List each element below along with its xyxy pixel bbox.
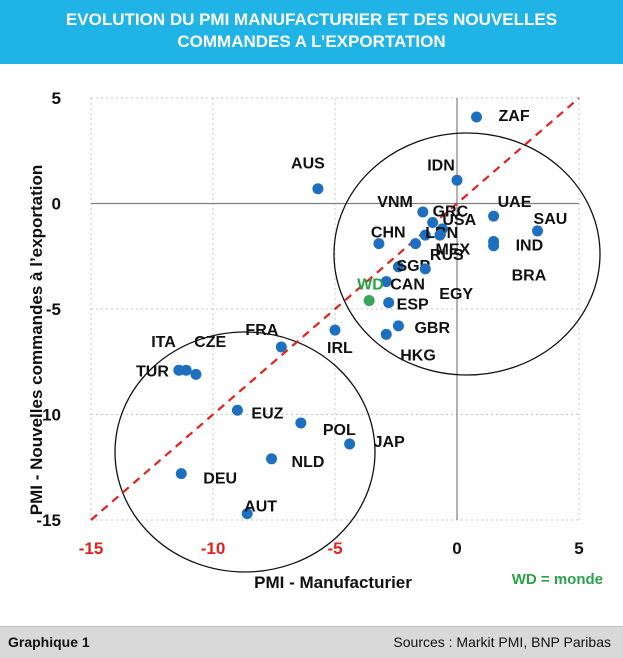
point-label-zaf: ZAF [499,108,530,125]
point-label-can: CAN [390,277,425,294]
point-label-ita: ITA [151,334,176,351]
point-label-bra: BRA [512,268,547,285]
point-gbr [392,320,404,332]
y-axis-label: PMI - Nouvelles commandes à l’exportatio… [27,165,46,515]
point-uae [488,210,500,222]
x-axis-label: PMI - Manufacturier [254,573,412,592]
cluster-circle-negative [114,331,376,573]
point-deu [175,468,187,480]
point-label-chn: CHN [371,225,406,242]
cluster-circles [114,132,601,573]
point-label-sau: SAU [534,211,568,228]
diagonal-reference-line [90,97,580,521]
point-label-jap: JAP [374,434,405,451]
point-mex [410,238,422,250]
point-label-mex: MEX [436,242,471,259]
point-idn [451,174,463,186]
point-irl [329,324,341,336]
point-jap [344,438,356,450]
tick-labels: -15 -10 -5 0 5 5 0 -5 -10 -15 [36,89,583,558]
point-zaf [471,111,483,123]
y-tick-label: -5 [46,300,61,319]
point-grc [427,216,439,228]
point-euz [231,404,243,416]
data-points: ZAFAUSIDNVNMGRCUAEUSASAULBNCHNMEXINDRUSB… [136,108,568,520]
point-label-pol: POL [323,422,356,439]
x-tick-label: -10 [201,539,226,558]
sources-note: Sources : Markit PMI, BNP Paribas [393,634,611,650]
point-egy [419,263,431,275]
point-aus [312,183,324,195]
point-wd [363,295,375,307]
point-chn [373,238,385,250]
grid-layer [90,97,580,521]
point-label-irl: IRL [327,340,353,357]
chart-title: EVOLUTION DU PMI MANUFACTURIER ET DES NO… [0,0,623,64]
x-tick-label: -15 [79,539,104,558]
chart-title-line-2: COMMANDES A L’EXPORTATION [177,32,446,51]
point-vnm [417,206,429,218]
point-label-idn: IDN [427,157,455,174]
point-can [380,276,392,288]
point-label-cze: CZE [194,334,226,351]
point-label-vnm: VNM [377,194,413,211]
point-sgp [392,261,404,273]
point-label-tur: TUR [136,363,169,380]
point-tur [190,368,202,380]
y-tick-label: 5 [52,89,61,108]
point-label-aus: AUS [291,156,325,173]
point-label-uae: UAE [498,194,532,211]
point-fra [275,341,287,353]
point-label-aut: AUT [244,499,277,516]
point-aut [241,508,253,520]
point-label-hkg: HKG [400,347,436,364]
point-hkg [380,328,392,340]
point-label-wd: WD [357,277,384,294]
point-label-euz: EUZ [251,405,283,422]
chart-title-line-1: EVOLUTION DU PMI MANUFACTURIER ET DES NO… [65,10,558,29]
point-label-nld: NLD [292,454,325,471]
x-tick-label: 5 [574,539,583,558]
point-label-rus: RUS [430,247,464,264]
scatter-chart: ZAFAUSIDNVNMGRCUAEUSASAULBNCHNMEXINDRUSB… [27,89,603,592]
point-label-ind: IND [516,237,544,254]
y-tick-label: -10 [36,406,61,425]
y-tick-label: 0 [52,195,61,214]
point-cze [180,364,192,376]
point-label-esp: ESP [397,297,429,314]
point-label-fra: FRA [245,322,278,339]
point-label-gbr: GBR [414,320,450,337]
point-pol [295,417,307,429]
point-label-egy: EGY [439,286,473,303]
footer-bar: Graphique 1 Sources : Markit PMI, BNP Pa… [0,626,623,658]
y-tick-label: -15 [36,511,61,530]
point-nld [266,453,278,465]
figure-label: Graphique 1 [8,634,90,650]
point-esp [383,297,395,309]
legend-note: WD = monde [512,571,603,588]
point-label-grc: GRC [433,203,469,220]
point-bra [488,240,500,252]
point-lbn [419,229,431,241]
point-label-usa: USA [442,212,476,229]
x-tick-label: 0 [452,539,461,558]
x-tick-label: -5 [327,539,342,558]
point-label-deu: DEU [203,471,237,488]
cluster-circle-positive [333,132,601,376]
point-rus [434,229,446,241]
point-sau [532,225,544,237]
